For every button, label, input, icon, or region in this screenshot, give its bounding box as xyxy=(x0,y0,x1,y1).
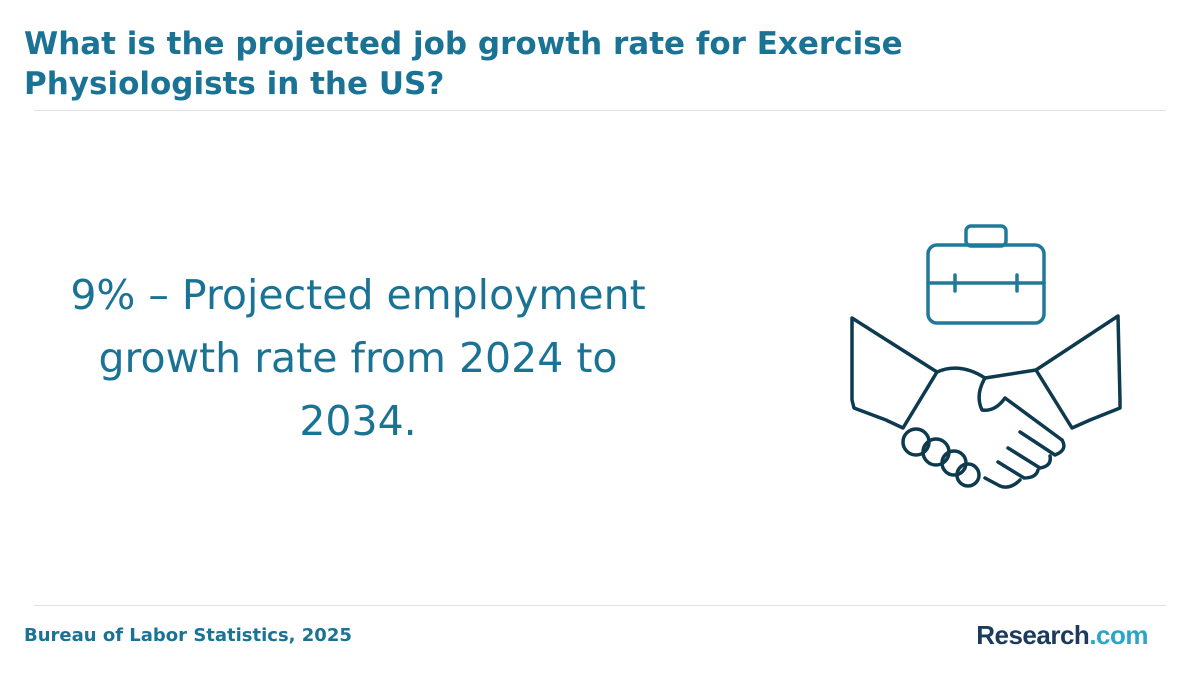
logo-suffix: .com xyxy=(1089,620,1148,650)
statement: 9% – Projected employment growth rate fr… xyxy=(70,271,646,445)
logo: Research.com xyxy=(976,620,1148,651)
divider xyxy=(34,605,1166,606)
handshake-icon xyxy=(850,224,1122,489)
divider xyxy=(34,110,1166,111)
source: Bureau of Labor Statistics, 2025 xyxy=(24,625,352,646)
page-title: What is the projected job growth rate fo… xyxy=(24,26,903,102)
logo-brand: Research xyxy=(976,620,1090,650)
